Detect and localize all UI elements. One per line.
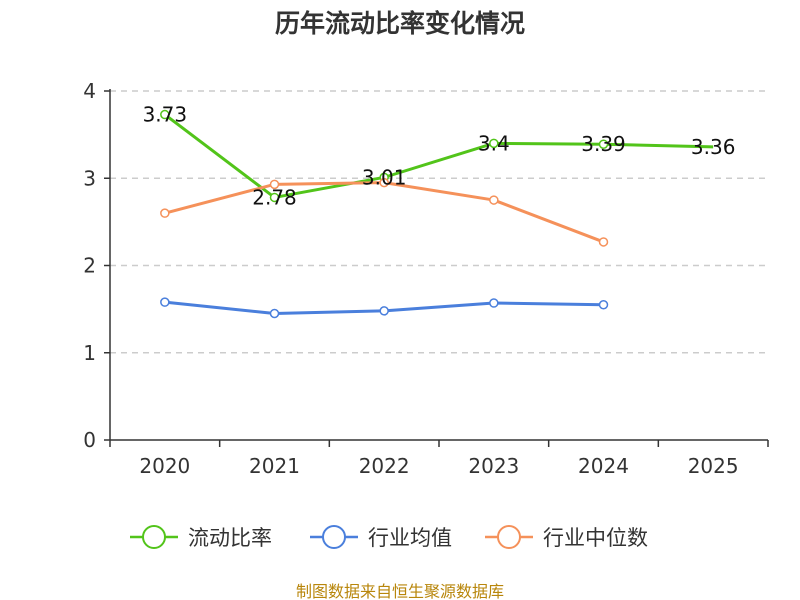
data-label: 3.4 [478,131,510,155]
series [160,109,714,319]
legend[interactable]: 流动比率 行业均值 行业中位数 [130,525,648,550]
legend-item-1[interactable]: 流动比率 [130,525,272,550]
legend-item-2[interactable]: 行业均值 [310,525,452,550]
source-note: 制图数据来自恒生聚源数据库 [296,582,504,600]
data-label: 3.01 [362,165,407,189]
x-tick-label: 2022 [359,454,410,478]
y-tick-label: 0 [83,428,96,452]
data-point[interactable] [379,177,389,188]
data-label: 2.78 [252,185,297,209]
x-tick-label: 2020 [139,454,190,478]
data-point[interactable] [379,306,389,316]
data-point[interactable] [269,192,280,203]
data-point[interactable] [269,179,280,190]
x-tick-label: 2025 [688,454,739,478]
data-label: 3.73 [143,103,188,127]
legend-marker [322,525,346,549]
data-label: 3.39 [581,132,626,156]
y-tick-label: 3 [83,166,96,190]
data-point[interactable] [269,308,280,319]
data-point[interactable] [160,109,170,120]
legend-item-3[interactable]: 行业中位数 [485,525,648,550]
grid [110,90,768,354]
data-point[interactable] [489,138,499,149]
data-point[interactable] [489,195,499,205]
y-tick-label: 1 [83,341,96,365]
data-point[interactable] [160,208,170,218]
data-point[interactable] [160,297,170,307]
legend-marker [497,525,521,549]
legend-marker [142,525,166,549]
x-tick-label: 2024 [578,454,629,478]
chart-title: 历年流动比率变化情况 [275,9,525,38]
legend-label: 行业均值 [368,526,452,550]
data-point[interactable] [598,237,609,247]
data-point[interactable] [598,139,609,149]
data-point[interactable] [598,300,609,310]
series-line-3 [164,181,605,244]
legend-label: 流动比率 [188,526,272,550]
data-point[interactable] [489,298,499,308]
data-labels: 3.73 2.78 3.01 3.4 3.39 3.36 [143,103,736,210]
axes: 0 1 2 3 4 2020 2021 2022 2023 2024 2025 [83,79,769,478]
x-tick-label: 2021 [249,454,300,478]
y-tick-label: 2 [83,254,96,278]
legend-label: 行业中位数 [543,526,648,550]
series-line-1 [163,113,714,199]
x-tick-label: 2023 [468,454,519,478]
y-tick-label: 4 [83,79,96,103]
data-label: 3.36 [691,135,736,159]
